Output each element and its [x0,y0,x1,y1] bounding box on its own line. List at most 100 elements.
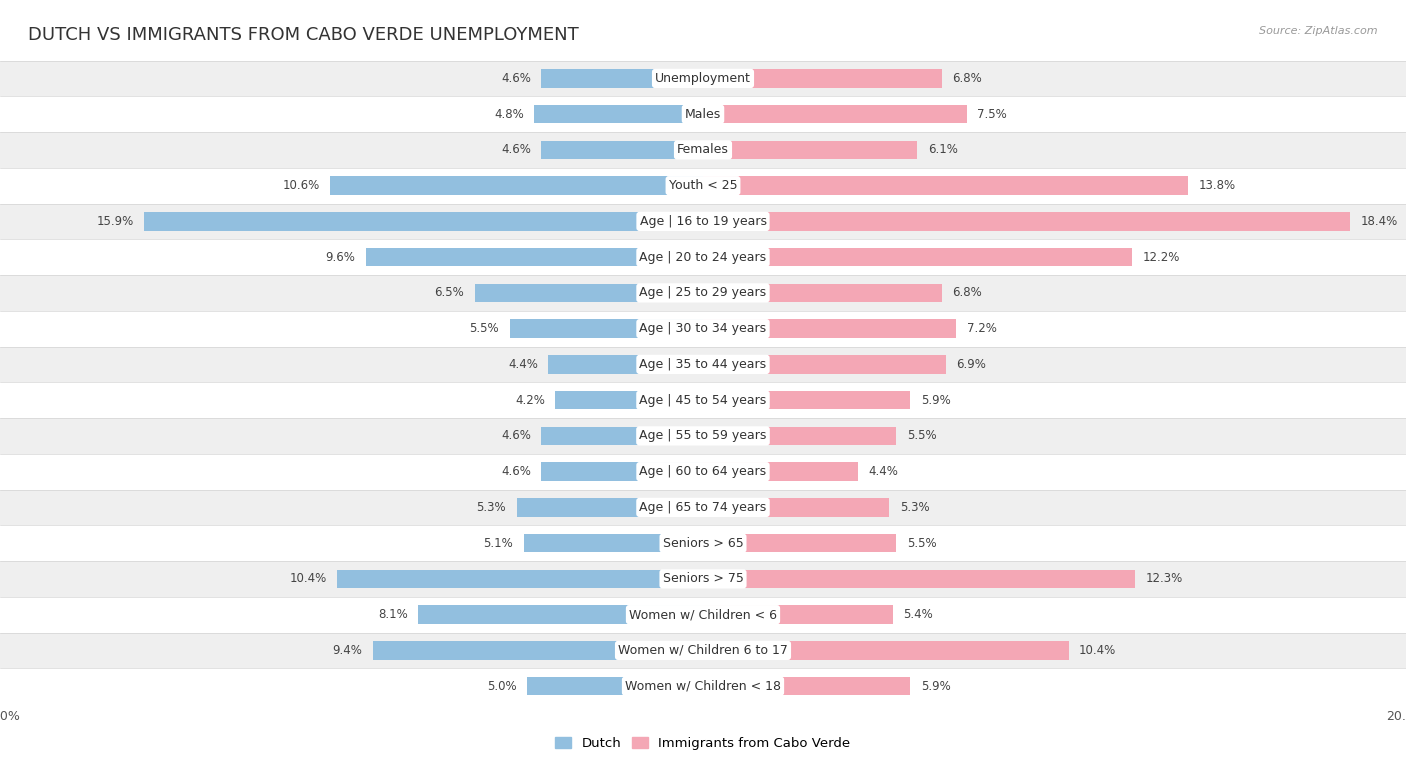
Bar [419,606,703,624]
Bar [703,606,893,624]
Bar [524,534,703,553]
Bar [0,382,1406,418]
Text: 5.9%: 5.9% [921,394,950,407]
Bar [703,248,1132,266]
Bar [541,141,703,159]
Text: 4.2%: 4.2% [515,394,546,407]
Text: Unemployment: Unemployment [655,72,751,85]
Bar [0,168,1406,204]
Bar [0,132,1406,168]
Text: 4.6%: 4.6% [501,429,531,442]
Bar [0,204,1406,239]
Text: Age | 55 to 59 years: Age | 55 to 59 years [640,429,766,442]
Bar [703,212,1350,231]
Text: 4.6%: 4.6% [501,72,531,85]
Bar [703,534,897,553]
Text: Females: Females [678,143,728,157]
Bar [0,453,1406,490]
Text: Age | 60 to 64 years: Age | 60 to 64 years [640,465,766,478]
Text: 5.5%: 5.5% [470,322,499,335]
Bar [0,239,1406,275]
Bar [0,347,1406,382]
Bar [703,463,858,481]
Text: Males: Males [685,107,721,120]
Bar [0,61,1406,96]
Bar [475,284,703,302]
Bar [703,284,942,302]
Text: 7.5%: 7.5% [977,107,1007,120]
Bar [337,569,703,588]
Bar [703,176,1188,195]
Bar [555,391,703,410]
Text: Age | 35 to 44 years: Age | 35 to 44 years [640,358,766,371]
Bar [703,677,911,696]
Bar [0,96,1406,132]
Text: 10.4%: 10.4% [290,572,326,585]
Bar [703,641,1069,659]
Text: 4.6%: 4.6% [501,143,531,157]
Bar [373,641,703,659]
Text: Seniors > 75: Seniors > 75 [662,572,744,585]
Text: Age | 45 to 54 years: Age | 45 to 54 years [640,394,766,407]
Text: 6.8%: 6.8% [953,72,983,85]
Text: 9.4%: 9.4% [332,644,363,657]
Bar [703,69,942,88]
Bar [0,418,1406,453]
Bar [517,498,703,517]
Text: 9.6%: 9.6% [325,251,354,263]
Text: Age | 65 to 74 years: Age | 65 to 74 years [640,501,766,514]
Text: Age | 30 to 34 years: Age | 30 to 34 years [640,322,766,335]
Text: 4.6%: 4.6% [501,465,531,478]
Bar [703,391,911,410]
Text: 5.0%: 5.0% [486,680,517,693]
Text: Age | 20 to 24 years: Age | 20 to 24 years [640,251,766,263]
Bar [0,668,1406,704]
Bar [0,597,1406,633]
Bar [0,561,1406,597]
Text: 4.4%: 4.4% [869,465,898,478]
Text: Women w/ Children < 18: Women w/ Children < 18 [626,680,780,693]
Bar [548,355,703,374]
Bar [145,212,703,231]
Text: DUTCH VS IMMIGRANTS FROM CABO VERDE UNEMPLOYMENT: DUTCH VS IMMIGRANTS FROM CABO VERDE UNEM… [28,26,579,45]
Text: 5.1%: 5.1% [484,537,513,550]
Bar [330,176,703,195]
Bar [703,498,889,517]
Bar [366,248,703,266]
Text: Source: ZipAtlas.com: Source: ZipAtlas.com [1260,26,1378,36]
Bar [0,311,1406,347]
Text: 5.9%: 5.9% [921,680,950,693]
Text: 8.1%: 8.1% [378,608,408,621]
Text: Seniors > 65: Seniors > 65 [662,537,744,550]
Text: Age | 16 to 19 years: Age | 16 to 19 years [640,215,766,228]
Text: Age | 25 to 29 years: Age | 25 to 29 years [640,286,766,300]
Text: 10.6%: 10.6% [283,179,321,192]
Text: 5.4%: 5.4% [904,608,934,621]
Bar [703,319,956,338]
Bar [0,275,1406,311]
Bar [703,569,1136,588]
Bar [510,319,703,338]
Bar [541,427,703,445]
Text: Women w/ Children 6 to 17: Women w/ Children 6 to 17 [619,644,787,657]
Text: 5.5%: 5.5% [907,429,936,442]
Bar [541,69,703,88]
Text: 6.9%: 6.9% [956,358,986,371]
Text: 6.8%: 6.8% [953,286,983,300]
Text: 4.4%: 4.4% [508,358,537,371]
Legend: Dutch, Immigrants from Cabo Verde: Dutch, Immigrants from Cabo Verde [550,732,856,755]
Bar [0,633,1406,668]
Text: 13.8%: 13.8% [1198,179,1236,192]
Bar [703,427,897,445]
Bar [703,105,967,123]
Text: 5.3%: 5.3% [477,501,506,514]
Bar [0,525,1406,561]
Text: Youth < 25: Youth < 25 [669,179,737,192]
Bar [534,105,703,123]
Text: 15.9%: 15.9% [97,215,134,228]
Text: 5.3%: 5.3% [900,501,929,514]
Bar [527,677,703,696]
Text: 12.2%: 12.2% [1142,251,1180,263]
Text: 7.2%: 7.2% [967,322,997,335]
Text: 5.5%: 5.5% [907,537,936,550]
